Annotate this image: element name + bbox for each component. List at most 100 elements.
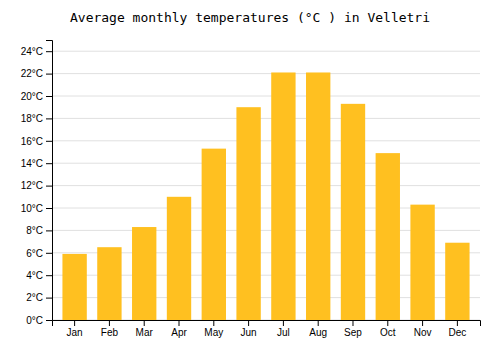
y-tick: 20°C: [21, 91, 52, 102]
chart-svg: Jan Feb Mar Apr May Jun Jul Aug Sep Oct Nov Dec 0°C 2…: [0, 0, 500, 350]
y-tick-mark: [46, 118, 52, 119]
y-tick-mark: [46, 298, 52, 299]
grid-line: [52, 140, 480, 141]
x-tick-label: Aug: [309, 327, 327, 338]
x-tick-label: Apr: [171, 327, 187, 338]
bar: [376, 153, 400, 320]
grid-line: [52, 118, 480, 119]
x-tick-mark: [109, 320, 110, 326]
x-axis: Jan Feb Mar Apr May Jun Jul Aug Sep Oct Nov Dec: [53, 320, 481, 338]
grid-line: [52, 185, 480, 186]
bar: [306, 72, 330, 320]
bar: [271, 72, 295, 320]
x-tick-label: Dec: [448, 327, 466, 338]
y-tick-label: 12°C: [21, 180, 43, 191]
x-tick-mark: [318, 320, 319, 326]
x-tick-label: Jul: [277, 327, 290, 338]
y-tick-label: 6°C: [26, 248, 43, 259]
x-tick: Jul: [277, 320, 290, 338]
y-tick-label: 14°C: [21, 158, 43, 169]
x-tick: Aug: [309, 320, 327, 338]
plot-area: Jan Feb Mar Apr May Jun Jul Aug Sep Oct Nov Dec 0°C 2…: [21, 41, 481, 339]
chart-container: Jan Feb Mar Apr May Jun Jul Aug Sep Oct Nov Dec 0°C 2…: [0, 0, 500, 350]
y-tick-label: 20°C: [21, 91, 43, 102]
y-tick: 16°C: [21, 136, 52, 147]
grid: [52, 51, 480, 320]
x-tick: Nov: [414, 320, 432, 338]
y-tick-label: 18°C: [21, 113, 43, 124]
y-tick-mark: [46, 320, 52, 321]
bar: [445, 243, 469, 320]
y-tick-mark: [46, 163, 52, 164]
y-tick-mark: [46, 186, 52, 187]
y-tick: 6°C: [26, 248, 52, 259]
y-tick: 8°C: [26, 225, 52, 236]
bar: [132, 227, 156, 320]
x-tick-label: Sep: [344, 327, 362, 338]
y-tick-label: 4°C: [26, 270, 43, 281]
bar: [236, 107, 260, 320]
bar: [167, 197, 191, 320]
y-tick-mark: [46, 96, 52, 97]
grid-line: [52, 51, 480, 52]
y-tick-label: 24°C: [21, 46, 43, 57]
x-tick: Feb: [101, 320, 119, 338]
bars: [62, 72, 469, 320]
x-tick: Apr: [171, 320, 187, 338]
x-tick: Dec: [448, 320, 466, 338]
x-tick: Jun: [241, 320, 257, 338]
x-tick-mark: [248, 320, 249, 326]
x-tick-mark: [213, 320, 214, 326]
x-tick-label: Jan: [67, 327, 83, 338]
x-tick-label: May: [204, 327, 223, 338]
y-tick: 24°C: [21, 46, 52, 57]
x-tick-label: Feb: [101, 327, 119, 338]
x-tick-mark: [179, 320, 180, 326]
y-tick: 18°C: [21, 113, 52, 124]
x-tick: Oct: [380, 320, 396, 338]
bar: [97, 247, 121, 320]
title: Average monthly temperatures (°C ) in Ve…: [70, 10, 430, 25]
y-tick-label: 22°C: [21, 68, 43, 79]
x-tick-mark: [457, 320, 458, 326]
y-tick-mark: [46, 275, 52, 276]
y-axis-line: [46, 41, 53, 321]
y-tick: 0°C: [26, 315, 52, 326]
y-tick-label: 10°C: [21, 203, 43, 214]
y-axis: 0°C 2°C 4°C 6°C 8°C 10°C 12°C 14°C 16°C 18°C 20°C 2…: [21, 41, 53, 326]
bar: [410, 205, 434, 320]
x-tick-label: Mar: [136, 327, 154, 338]
y-tick-mark: [46, 208, 52, 209]
y-tick: 22°C: [21, 68, 52, 79]
bar: [202, 149, 226, 320]
x-tick: May: [204, 320, 223, 338]
y-tick: 12°C: [21, 180, 52, 191]
x-tick-label: Jun: [241, 327, 257, 338]
x-tick-mark: [144, 320, 145, 326]
y-tick-label: 2°C: [26, 292, 43, 303]
y-tick-label: 16°C: [21, 136, 43, 147]
x-tick-mark: [352, 320, 353, 326]
x-tick: Mar: [136, 320, 154, 338]
y-tick-label: 0°C: [26, 315, 43, 326]
x-tick: Jan: [67, 320, 83, 338]
x-axis-line: [53, 321, 481, 327]
y-tick-mark: [46, 141, 52, 142]
y-tick-mark: [46, 74, 52, 75]
y-tick: 10°C: [21, 203, 52, 214]
y-tick-mark: [46, 230, 52, 231]
y-tick-mark: [46, 51, 52, 52]
x-tick: Sep: [344, 320, 362, 338]
x-tick-label: Nov: [414, 327, 432, 338]
bar: [62, 254, 86, 320]
x-tick-mark: [283, 320, 284, 326]
x-tick-label: Oct: [380, 327, 396, 338]
y-tick: 2°C: [26, 292, 52, 303]
y-tick-mark: [46, 253, 52, 254]
x-tick-mark: [422, 320, 423, 326]
y-tick: 4°C: [26, 270, 52, 281]
x-tick-mark: [74, 320, 75, 326]
bar: [341, 104, 365, 320]
y-tick-label: 8°C: [26, 225, 43, 236]
y-tick: 14°C: [21, 158, 52, 169]
